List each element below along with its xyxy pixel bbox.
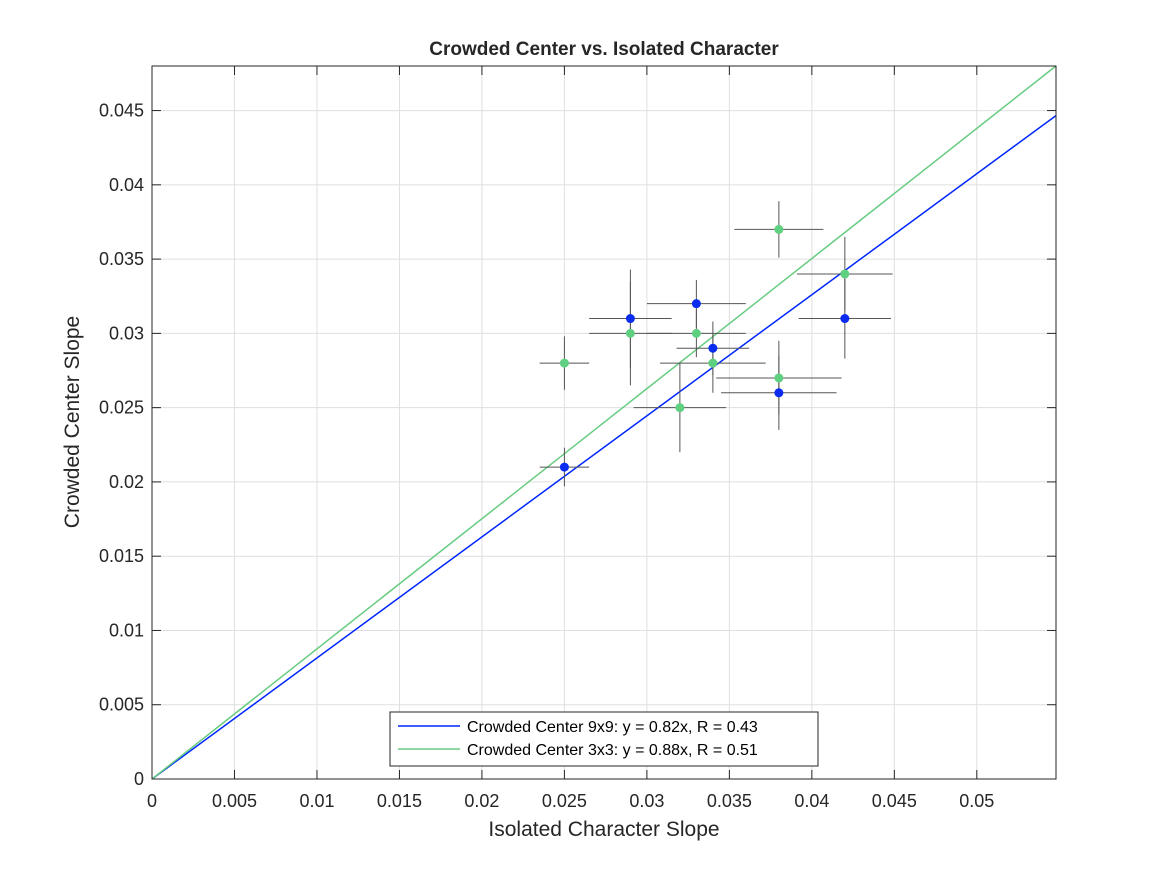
fit-lines: [151, 65, 1057, 780]
x-tick-label: 0.015: [377, 791, 422, 811]
x-tick-label: 0.035: [707, 791, 752, 811]
y-tick-label: 0.045: [99, 101, 144, 121]
legend: Crowded Center 9x9: y = 0.82x, R = 0.43 C…: [389, 711, 819, 767]
data-point: [559, 462, 569, 472]
y-tick-label: 0.035: [99, 249, 144, 269]
fit-line: [151, 65, 1057, 780]
tick-labels: 0 0.005 0.01 0.015 0.02 0.025 0.03 0.035 0.04 0.0…: [99, 101, 994, 811]
chart-title: Crowded Center vs. Isolated Character: [429, 39, 779, 60]
data-point: [708, 343, 718, 353]
x-axis-label: Isolated Character Slope: [488, 818, 719, 841]
x-tick-label: 0.03: [629, 791, 664, 811]
y-tick-label: 0.005: [99, 695, 144, 715]
y-tick-label: 0.02: [109, 472, 144, 492]
y-tick-label: 0.015: [99, 546, 144, 566]
x-tick-label: 0.02: [464, 791, 499, 811]
data-point: [675, 403, 685, 413]
fit-line: [151, 114, 1057, 780]
x-tick-label: 0: [147, 791, 157, 811]
x-tick-label: 0.025: [542, 791, 587, 811]
legend-box: [389, 711, 819, 767]
plot-area-border: [151, 65, 1057, 780]
y-axis-label: Crowded Center Slope: [61, 316, 84, 528]
grid-lines: [152, 66, 1056, 779]
data-point: [691, 328, 701, 338]
legend-label: Crowded Center 9x9: y = 0.82x, R = 0.43: [467, 719, 758, 736]
y-tick-label: 0.04: [109, 175, 144, 195]
data-point: [774, 388, 784, 398]
y-tick-label: 0.03: [109, 323, 144, 343]
data-point: [559, 358, 569, 368]
y-tick-label: 0.025: [99, 398, 144, 418]
data-point: [840, 269, 850, 279]
x-tick-label: 0.04: [794, 791, 829, 811]
data-point: [840, 314, 850, 324]
data-point: [691, 299, 701, 309]
axis-ticks: [151, 66, 1056, 780]
data-point: [625, 328, 635, 338]
data-point: [625, 314, 635, 324]
legend-label: Crowded Center 3x3: y = 0.88x, R = 0.51: [467, 742, 758, 759]
x-tick-label: 0.045: [872, 791, 917, 811]
data-points: [559, 224, 850, 472]
data-point: [708, 358, 718, 368]
x-tick-label: 0.01: [299, 791, 334, 811]
data-point: [774, 224, 784, 234]
x-tick-label: 0.05: [959, 791, 994, 811]
y-tick-label: 0.01: [109, 620, 144, 640]
x-tick-label: 0.005: [212, 791, 257, 811]
data-point: [774, 373, 784, 383]
y-tick-label: 0: [134, 769, 144, 789]
